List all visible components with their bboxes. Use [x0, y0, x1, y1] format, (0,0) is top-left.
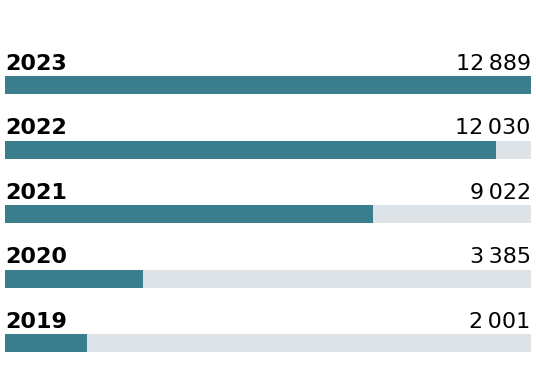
- Text: 2023: 2023: [5, 54, 67, 74]
- Bar: [5, 334, 531, 352]
- Text: 2019: 2019: [5, 312, 67, 332]
- Bar: [5, 205, 373, 223]
- Text: 2021: 2021: [5, 183, 67, 203]
- Bar: [5, 76, 531, 94]
- Bar: [5, 141, 496, 159]
- Text: 9 022: 9 022: [470, 183, 531, 203]
- Text: 2022: 2022: [5, 118, 67, 138]
- Bar: [5, 334, 87, 352]
- Text: 2 001: 2 001: [470, 312, 531, 332]
- Bar: [5, 76, 531, 94]
- Bar: [5, 270, 531, 288]
- Bar: [5, 141, 531, 159]
- Bar: [5, 270, 143, 288]
- Bar: [5, 205, 531, 223]
- Text: 12 030: 12 030: [455, 118, 531, 138]
- Text: 2020: 2020: [5, 247, 68, 267]
- Text: 12 889: 12 889: [456, 54, 531, 74]
- Text: 3 385: 3 385: [470, 247, 531, 267]
